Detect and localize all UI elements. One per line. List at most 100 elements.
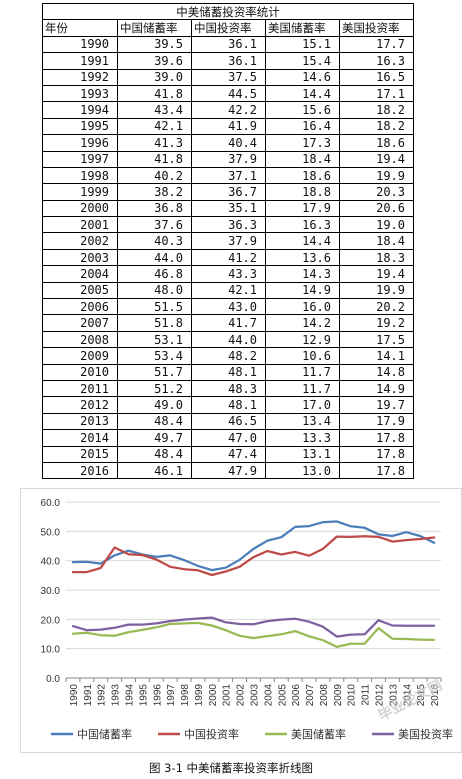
value-cell: 41.9 — [191, 117, 266, 136]
year-cell: 1994 — [42, 101, 118, 119]
year-cell: 2003 — [42, 248, 118, 267]
column-header: 中国储蓄率 — [117, 19, 192, 37]
value-cell: 15.6 — [265, 101, 340, 119]
value-cell: 37.5 — [191, 68, 266, 86]
table-row: 2002 40.3 37.9 14.4 18.4 — [42, 232, 414, 250]
value-cell: 36.7 — [191, 183, 266, 201]
savings-investment-table: 中美储蓄投资率统计 年份 中国储蓄率 中国投资率 美国储蓄率 美国投资率 1990 39.5 3… — [42, 2, 414, 480]
value-cell: 11.7 — [265, 379, 340, 398]
table-header-row: 年份 中国储蓄率 中国投资率 美国储蓄率 美国投资率 — [42, 19, 414, 37]
value-cell: 37.6 — [117, 216, 192, 234]
value-cell: 46.5 — [191, 412, 266, 431]
value-cell: 43.4 — [117, 101, 192, 119]
table-row: 1998 40.2 37.1 18.6 19.9 — [42, 166, 414, 185]
table-row: 2007 51.8 41.7 14.2 19.2 — [42, 314, 414, 332]
value-cell: 53.4 — [117, 347, 192, 365]
y-tick-label: 50.0 — [41, 527, 61, 538]
value-cell: 19.7 — [339, 396, 414, 414]
legend-label: 中国投资率 — [184, 727, 239, 741]
value-cell: 51.5 — [117, 298, 192, 316]
legend-label: 中国储蓄率 — [77, 727, 132, 741]
x-tick-label: 2003 — [250, 684, 261, 707]
x-tick-label: 2015 — [416, 684, 427, 707]
x-tick-label: 2007 — [305, 684, 316, 707]
value-cell: 20.3 — [339, 183, 414, 201]
value-cell: 48.4 — [117, 412, 192, 431]
table-row: 1993 41.8 44.5 14.4 17.1 — [42, 84, 414, 103]
value-cell: 18.2 — [339, 117, 414, 136]
x-tick-label: 1996 — [152, 684, 163, 707]
line-chart-container: 0.0 10.0 20.0 30.0 40.0 50.0 60.0 1990 1991 1992 1… — [20, 488, 462, 753]
value-cell: 14.1 — [339, 347, 414, 365]
y-tick-label: 40.0 — [41, 557, 61, 568]
x-tick-label: 2009 — [333, 684, 344, 707]
x-tick-label: 1997 — [166, 684, 177, 707]
value-cell: 49.7 — [117, 429, 192, 447]
y-tick-label: 30.0 — [41, 586, 61, 597]
value-cell: 36.1 — [191, 35, 266, 54]
x-tick-label: 1992 — [97, 684, 108, 707]
value-cell: 13.3 — [265, 429, 340, 447]
x-tick-label: 2000 — [208, 684, 219, 707]
value-cell: 16.0 — [265, 298, 340, 316]
table-row: 2004 46.8 43.3 14.3 19.4 — [42, 265, 414, 283]
value-cell: 36.3 — [191, 216, 266, 234]
value-cell: 18.6 — [339, 134, 414, 152]
value-cell: 44.5 — [191, 84, 266, 103]
value-cell: 14.4 — [265, 84, 340, 103]
table-row: 1994 43.4 42.2 15.6 18.2 — [42, 101, 414, 119]
table-row: 2014 49.7 47.0 13.3 17.8 — [42, 429, 414, 447]
table-row: 2006 51.5 43.0 16.0 20.2 — [42, 298, 414, 316]
year-cell: 1997 — [42, 150, 118, 168]
value-cell: 19.2 — [339, 314, 414, 332]
table-row: 2011 51.2 48.3 11.7 14.9 — [42, 379, 414, 398]
value-cell: 18.8 — [265, 183, 340, 201]
year-cell: 1990 — [42, 35, 118, 54]
value-cell: 53.1 — [117, 330, 192, 349]
value-cell: 17.8 — [339, 461, 414, 480]
value-cell: 19.4 — [339, 150, 414, 168]
x-tick-label: 2004 — [263, 684, 274, 707]
value-cell: 17.9 — [339, 412, 414, 431]
legend-label: 美国投资率 — [398, 727, 453, 741]
value-cell: 14.2 — [265, 314, 340, 332]
x-tick-label: 1999 — [194, 684, 205, 707]
year-cell: 2015 — [42, 445, 118, 463]
value-cell: 37.9 — [191, 150, 266, 168]
series-line-2 — [71, 621, 436, 649]
value-cell: 43.0 — [191, 298, 266, 316]
x-tick-label: 2012 — [375, 684, 386, 707]
y-tick-label: 10.0 — [41, 645, 61, 656]
year-cell: 1998 — [42, 166, 118, 185]
year-cell: 2008 — [42, 330, 118, 349]
year-cell: 1993 — [42, 84, 118, 103]
table-row: 1999 38.2 36.7 18.8 20.3 — [42, 183, 414, 201]
year-cell: 1992 — [42, 68, 118, 86]
x-tick-label: 1991 — [83, 684, 94, 707]
value-cell: 13.1 — [265, 445, 340, 463]
year-cell: 2016 — [42, 461, 118, 480]
year-cell: 1999 — [42, 183, 118, 201]
value-cell: 19.9 — [339, 281, 414, 300]
value-cell: 16.3 — [265, 216, 340, 234]
value-cell: 41.3 — [117, 134, 192, 152]
table-row: 2013 48.4 46.5 13.4 17.9 — [42, 412, 414, 431]
value-cell: 36.1 — [191, 52, 266, 70]
value-cell: 16.4 — [265, 117, 340, 136]
value-cell: 48.3 — [191, 379, 266, 398]
year-cell: 2004 — [42, 265, 118, 283]
value-cell: 15.4 — [265, 52, 340, 70]
value-cell: 13.0 — [265, 461, 340, 480]
value-cell: 42.1 — [191, 281, 266, 300]
value-cell: 48.4 — [117, 445, 192, 463]
value-cell: 40.3 — [117, 232, 192, 250]
value-cell: 14.9 — [265, 281, 340, 300]
value-cell: 47.4 — [191, 445, 266, 463]
x-tick-label: 1990 — [69, 684, 80, 707]
value-cell: 48.1 — [191, 396, 266, 414]
x-tick-label: 2008 — [319, 684, 330, 707]
value-cell: 51.8 — [117, 314, 192, 332]
value-cell: 16.3 — [339, 52, 414, 70]
figure-caption: 图 3-1 中美储蓄率投资率折线图 — [148, 761, 314, 775]
year-cell: 2005 — [42, 281, 118, 300]
